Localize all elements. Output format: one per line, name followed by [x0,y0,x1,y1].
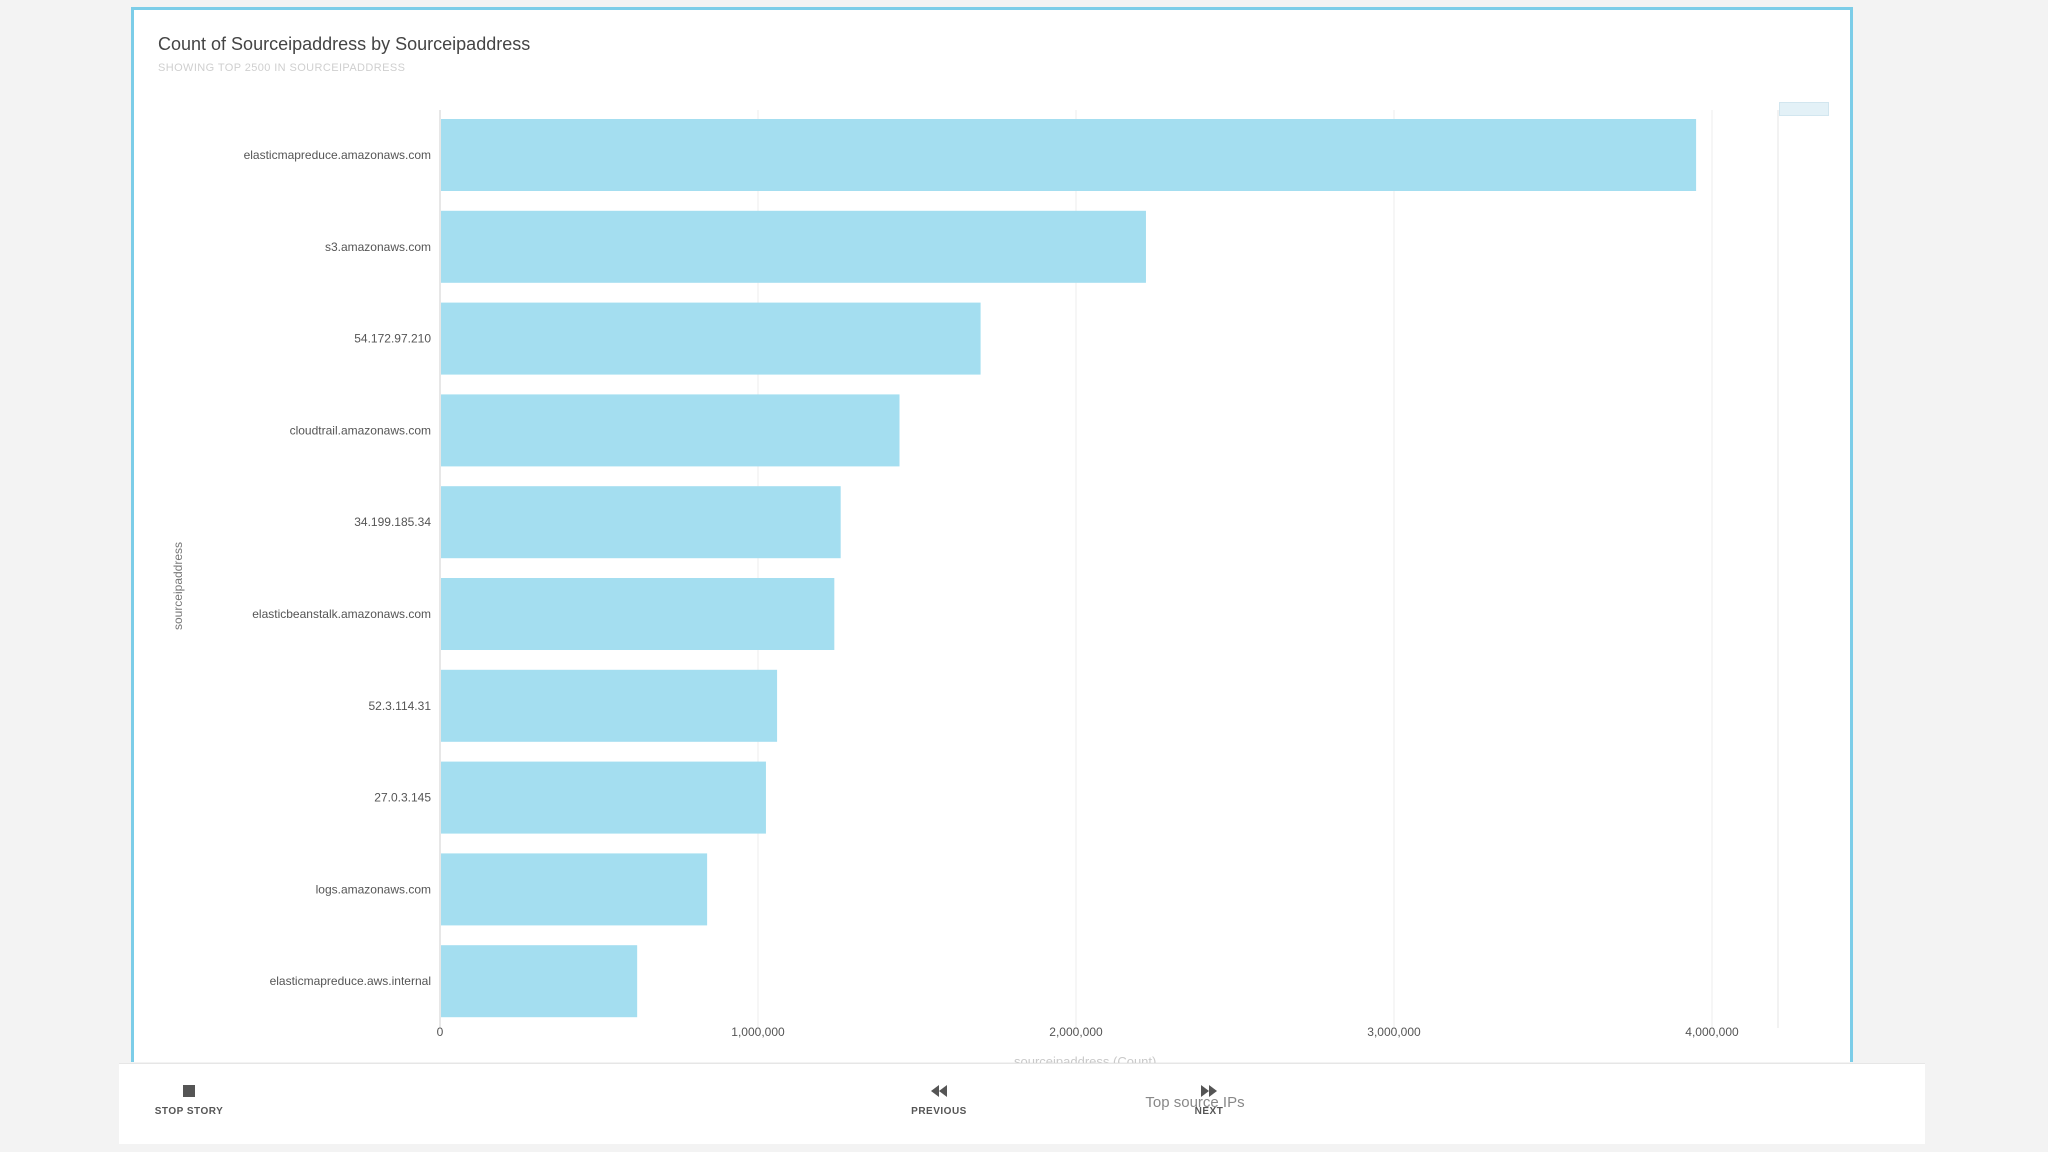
y-tick-label: logs.amazonaws.com [316,882,431,896]
fast-forward-icon [1201,1085,1217,1097]
x-tick-label: 0 [437,1025,444,1039]
previous-label: PREVIOUS [911,1106,967,1117]
bar [441,669,778,742]
y-tick-label: 34.199.185.34 [354,515,431,529]
next-label: NEXT [1194,1106,1224,1117]
y-tick-label: 27.0.3.145 [374,791,431,805]
y-tick-label: cloudtrail.amazonaws.com [290,423,431,437]
stop-icon [183,1085,195,1097]
x-tick-label: 2,000,000 [1049,1025,1103,1039]
chart-subtitle: SHOWING TOP 2500 IN SOURCEIPADDRESS [158,62,406,74]
bar [441,302,981,375]
bar-chart: elasticmapreduce.amazonaws.com s3.amazona… [244,110,1779,1039]
bar [441,578,835,650]
y-tick-label: elasticmapreduce.amazonaws.com [244,148,431,162]
bar [441,945,638,1018]
previous-button[interactable]: PREVIOUS [899,1080,979,1117]
bar [441,210,1146,283]
story-title: Top source IPs [1145,1094,1245,1111]
y-tick-label: 54.172.97.210 [354,332,431,346]
chart-title: Count of Sourceipaddress by Sourceipaddr… [158,34,531,54]
story-footer: STOP STORY PREVIOUS Top source IPs NEXT [119,1063,1925,1144]
chart-scroll-handle[interactable] [1779,102,1829,116]
bar [441,119,1697,191]
bar [441,394,900,467]
y-tick-label: elasticbeanstalk.amazonaws.com [252,607,431,621]
x-tick-label: 1,000,000 [731,1025,785,1039]
x-tick-label: 3,000,000 [1367,1025,1421,1039]
x-tick-label: 4,000,000 [1685,1025,1739,1039]
next-button[interactable]: NEXT [1169,1080,1249,1117]
bar [441,761,766,834]
rewind-icon [931,1085,947,1097]
y-tick-label: s3.amazonaws.com [325,240,431,254]
stop-story-button[interactable]: STOP STORY [139,1080,239,1117]
bar [441,853,708,926]
chart-panel: Count of Sourceipaddress by Sourceipaddr… [131,7,1853,1069]
bar [441,486,841,559]
y-tick-label: elasticmapreduce.aws.internal [270,974,431,988]
y-tick-label: 52.3.114.31 [368,699,431,713]
stop-story-label: STOP STORY [154,1106,224,1117]
